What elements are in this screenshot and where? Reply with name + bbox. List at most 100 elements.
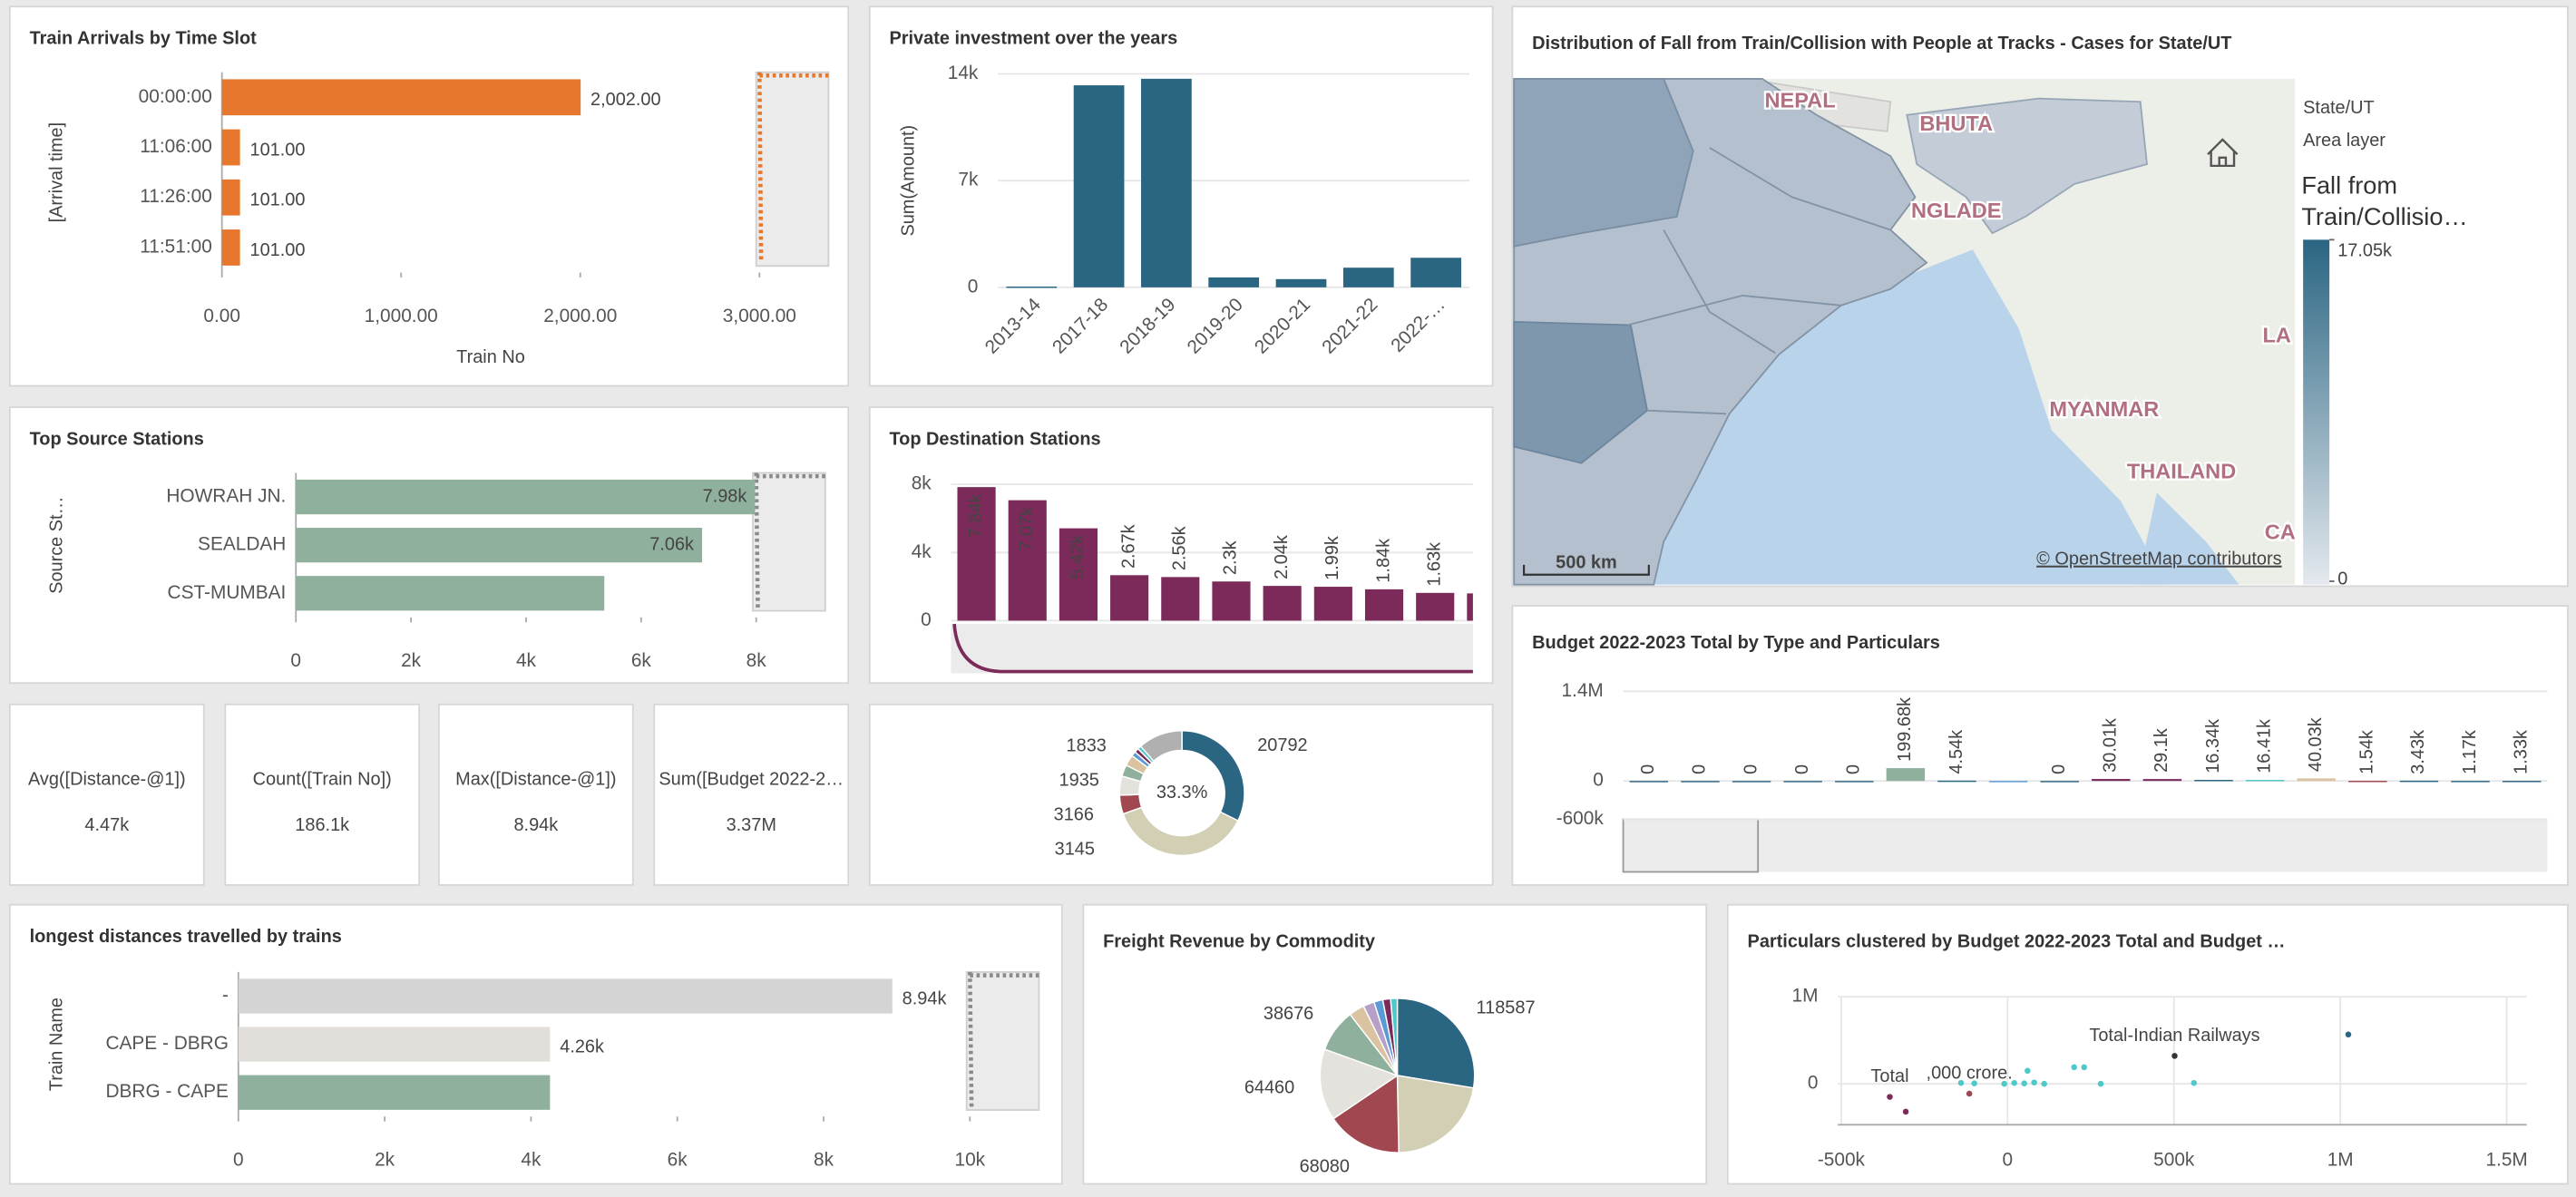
y-tick-label: 1M bbox=[1792, 986, 1819, 1007]
panel bbox=[8, 703, 205, 886]
center-label: 33.3% bbox=[1156, 783, 1207, 803]
point bbox=[2041, 1080, 2047, 1087]
value-label: 199.68k bbox=[1895, 697, 1915, 762]
bar bbox=[221, 179, 240, 216]
bar bbox=[221, 79, 581, 116]
panel-title: Private investment over the years bbox=[889, 29, 1177, 49]
y-tick-label: 11:06:00 bbox=[140, 136, 212, 157]
bar bbox=[1073, 85, 1125, 287]
value-label: 30.01k bbox=[2101, 718, 2121, 773]
scroll-track bbox=[752, 472, 826, 612]
panel-title: longest distances travelled by trains bbox=[30, 927, 342, 947]
value-label: 0 bbox=[2049, 764, 2069, 774]
x-tick-label: 1,000.00 bbox=[365, 306, 438, 326]
panel bbox=[653, 703, 850, 886]
x-tick-label: 10k bbox=[954, 1150, 985, 1171]
point bbox=[2001, 1080, 2007, 1087]
scroll-track bbox=[965, 971, 1040, 1111]
value-label: 7.84k bbox=[966, 493, 986, 538]
legend-color-title-box: Fall from Train/Collisio… bbox=[2301, 172, 2467, 231]
bar bbox=[1835, 781, 1874, 783]
x-tick-label: 500k bbox=[2153, 1150, 2195, 1171]
value-label: 0 bbox=[1638, 764, 1658, 774]
bar bbox=[1732, 781, 1771, 783]
point bbox=[1902, 1108, 1909, 1115]
bar bbox=[1681, 781, 1720, 783]
home-icon bbox=[2207, 138, 2239, 168]
x-tick-label: 6k bbox=[668, 1150, 688, 1171]
kpi-title: Avg([Distance-@1]) bbox=[28, 769, 186, 789]
point bbox=[2345, 1031, 2352, 1038]
place-label: NGLADE bbox=[1911, 199, 2001, 222]
scroll-preview bbox=[952, 623, 1473, 674]
y-tick-label: 8k bbox=[912, 473, 932, 494]
point-label: Total bbox=[1870, 1066, 1908, 1086]
value-label: 40.03k bbox=[2306, 717, 2326, 772]
value-label: 0 bbox=[1792, 764, 1812, 774]
y-tick-label: 0 bbox=[1808, 1073, 1819, 1094]
map-borders bbox=[1627, 147, 1891, 415]
bar bbox=[296, 528, 703, 563]
color-tick-label: 17.05k bbox=[2337, 240, 2392, 260]
bar bbox=[1161, 577, 1200, 621]
map-area: NEPAL BHUTA NGLADE MYANMAR THAILAND LA CA 500 k… bbox=[1513, 77, 2298, 586]
map-region bbox=[1906, 97, 2148, 235]
kpi-value: 8.94k bbox=[513, 815, 558, 835]
x-tick-label: 2,000.00 bbox=[543, 306, 617, 326]
kpi-value: 3.37M bbox=[727, 815, 776, 835]
x-tick-label: 0 bbox=[290, 650, 301, 671]
kpi-value: 4.47k bbox=[84, 815, 129, 835]
map-sea bbox=[1577, 249, 2167, 585]
value-label: 3.43k bbox=[2408, 730, 2428, 774]
value-label: 5.42k bbox=[1068, 535, 1088, 579]
bar bbox=[238, 1075, 551, 1110]
bar bbox=[238, 978, 893, 1014]
value-label: 2.3k bbox=[1221, 540, 1241, 575]
y-tick-label: 11:51:00 bbox=[140, 236, 212, 257]
slice-label: 1935 bbox=[1059, 770, 1099, 790]
y-tick-label: - bbox=[222, 985, 229, 1006]
slice bbox=[1396, 998, 1476, 1089]
bar bbox=[1988, 781, 2028, 783]
bar bbox=[238, 1027, 551, 1062]
x-tick-label: -500k bbox=[1818, 1150, 1866, 1171]
value-label: 101.00 bbox=[249, 240, 305, 260]
slice-label: 3145 bbox=[1055, 839, 1095, 859]
value-label: 0 bbox=[1690, 764, 1710, 774]
y-tick-label: CST-MUMBAI bbox=[168, 582, 287, 603]
y-tick-label: 0 bbox=[968, 276, 979, 297]
y-tick-label: DBRG - CAPE bbox=[105, 1081, 228, 1102]
bar bbox=[2348, 781, 2387, 783]
y-tick-label: 11:26:00 bbox=[140, 186, 212, 207]
value-label: 1.63k bbox=[1424, 542, 1444, 587]
scroll-preview bbox=[754, 472, 825, 608]
legend-title: State/UT bbox=[2303, 98, 2375, 118]
panel bbox=[224, 703, 421, 886]
value-label: 2.67k bbox=[1118, 524, 1138, 569]
bar bbox=[1416, 592, 1455, 621]
value-label: 0 bbox=[1844, 764, 1864, 774]
bar bbox=[2245, 780, 2285, 782]
attribution: © OpenStreetMap contributors bbox=[2036, 550, 2281, 569]
bar bbox=[1629, 781, 1669, 783]
place-label: NEPAL bbox=[1765, 88, 1836, 112]
place-label: THAILAND bbox=[2127, 460, 2236, 483]
slice-label: 38676 bbox=[1264, 1004, 1313, 1024]
value-label: 1.33k bbox=[2511, 730, 2531, 774]
bar bbox=[1208, 277, 1260, 287]
x-tick-label: 0 bbox=[233, 1150, 244, 1171]
slice-label: 68080 bbox=[1300, 1157, 1350, 1177]
x-tick-label: 1M bbox=[2327, 1150, 2354, 1171]
value-label: 2,002.00 bbox=[590, 90, 661, 110]
point-label: ,000 crore. bbox=[1927, 1064, 2013, 1084]
panel bbox=[8, 5, 850, 387]
y-axis-title: Train Name bbox=[47, 998, 67, 1091]
x-tick-label: 0 bbox=[2003, 1150, 2014, 1171]
y-tick-label: 1.4M bbox=[1561, 680, 1603, 701]
bar bbox=[1467, 593, 1473, 621]
x-tick-label: 8k bbox=[814, 1150, 834, 1171]
y-axis-title: [Arrival time] bbox=[47, 122, 67, 223]
bar bbox=[1110, 575, 1149, 621]
y-tick-label: 4k bbox=[912, 541, 932, 562]
kpi-title: Sum([Budget 2022-2… bbox=[659, 769, 844, 789]
